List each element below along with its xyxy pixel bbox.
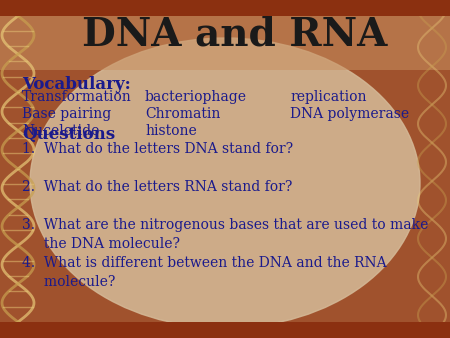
Text: Vocabulary:: Vocabulary:: [22, 76, 131, 93]
Bar: [0, 0, 450, 70]
Text: 3.  What are the nitrogenous bases that are used to make
     the DNA molecule?: 3. What are the nitrogenous bases that a…: [22, 218, 428, 251]
Text: DNA polymerase: DNA polymerase: [290, 107, 409, 121]
Text: bacteriophage: bacteriophage: [145, 90, 247, 104]
Bar: [0, 322, 450, 338]
Text: 2.  What do the letters RNA stand for?: 2. What do the letters RNA stand for?: [22, 180, 292, 194]
Text: Base pairing: Base pairing: [22, 107, 111, 121]
Text: replication: replication: [290, 90, 366, 104]
Text: Nucelotide: Nucelotide: [22, 124, 99, 138]
Text: Questions: Questions: [22, 126, 115, 143]
Text: 4.  What is different between the DNA and the RNA
     molecule?: 4. What is different between the DNA and…: [22, 256, 387, 290]
Text: histone: histone: [145, 124, 197, 138]
Ellipse shape: [30, 38, 420, 328]
Text: DNA and RNA: DNA and RNA: [82, 16, 388, 54]
Text: 1.  What do the letters DNA stand for?: 1. What do the letters DNA stand for?: [22, 142, 293, 156]
Text: Chromatin: Chromatin: [145, 107, 220, 121]
Text: Transformation: Transformation: [22, 90, 132, 104]
Bar: [0, 0, 450, 16]
